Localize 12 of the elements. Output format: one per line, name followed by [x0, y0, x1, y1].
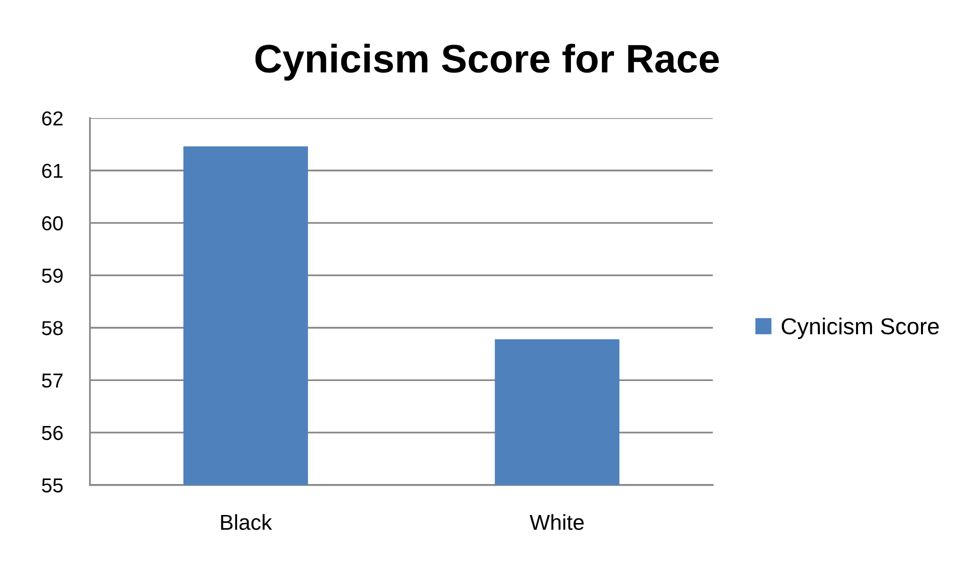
y-tick-label: 57 — [42, 374, 63, 388]
x-tick-label: White — [530, 514, 584, 530]
y-tick-label: 62 — [42, 111, 63, 126]
x-tick-label: Black — [221, 514, 272, 530]
y-tick-label: 56 — [42, 426, 63, 440]
y-tick-label: 60 — [42, 216, 63, 230]
y-tick-label: 61 — [42, 164, 63, 178]
chart-title: Cynicism Score for Race — [255, 44, 719, 81]
y-tick-label: 55 — [42, 478, 63, 492]
y-tick-label: 59 — [42, 268, 63, 283]
y-tick-label: 58 — [42, 320, 63, 336]
legend-label: Cynicism Score — [782, 318, 939, 339]
